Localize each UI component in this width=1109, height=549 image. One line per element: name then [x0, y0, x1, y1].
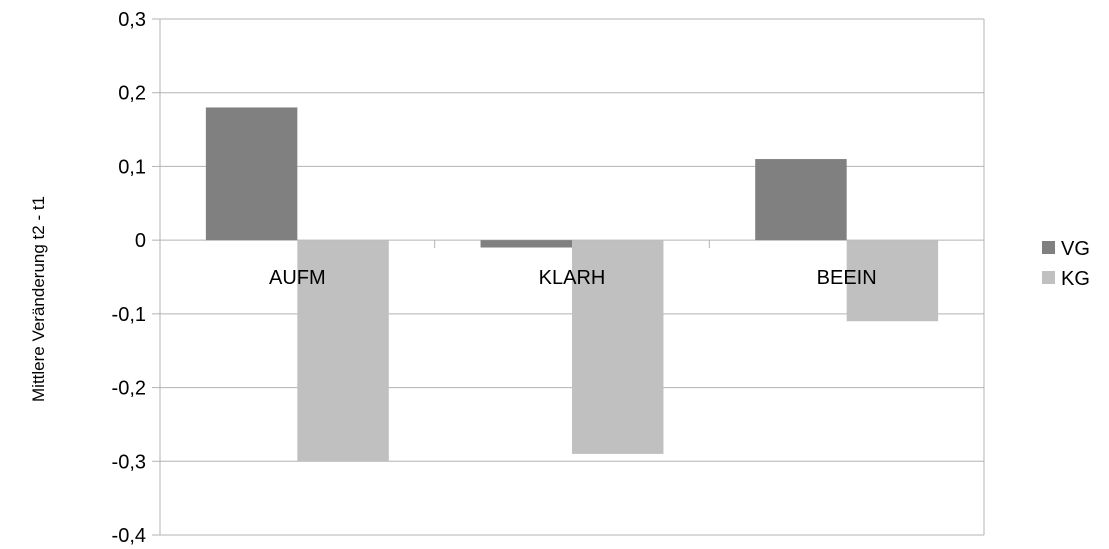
y-tick-label: -0,3: [112, 451, 146, 473]
y-tick-label: -0,1: [112, 304, 146, 326]
legend-swatch-kg: [1042, 271, 1055, 284]
category-label: BEEIN: [817, 267, 877, 289]
bars: [205, 107, 939, 462]
y-tick-label: 0: [135, 230, 146, 252]
y-tick-labels: 0,3 0,2 0,1 0 -0,1 -0,2 -0,3 -0,4: [112, 9, 146, 547]
bar-kg-klarh: [572, 240, 664, 454]
bar-vg-beein: [755, 159, 847, 241]
bar-vg-klarh: [480, 240, 572, 248]
axes: [152, 18, 985, 536]
bar-kg-aufm: [297, 240, 389, 462]
y-tick-label: 0,3: [118, 9, 146, 31]
legend-label-kg: KG: [1061, 268, 1090, 290]
legend-swatch-vg: [1042, 241, 1055, 254]
category-label: AUFM: [269, 267, 326, 289]
category-label: KLARH: [539, 267, 606, 289]
bar-kg-beein: [846, 240, 939, 322]
y-tick-label: -0,2: [112, 378, 146, 400]
category-labels: AUFM KLARH BEEIN: [269, 267, 877, 289]
legend-label-vg: VG: [1061, 238, 1090, 260]
y-tick-label: 0,2: [118, 83, 146, 105]
bar-vg-aufm: [205, 107, 298, 241]
y-tick-label: -0,4: [112, 525, 146, 547]
y-tick-label: 0,1: [118, 156, 146, 178]
legend: VG KG: [1042, 238, 1090, 290]
y-axis-title: Mittlere Veränderung t2 - t1: [29, 196, 48, 402]
